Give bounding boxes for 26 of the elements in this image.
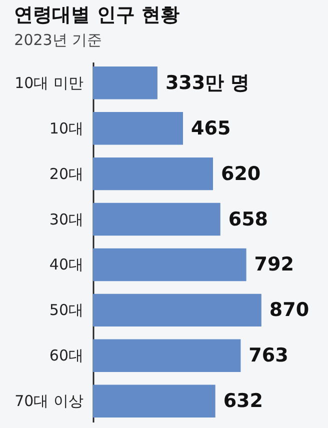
bar — [93, 339, 241, 372]
bar — [93, 384, 216, 418]
y-tick-label: 40대 — [49, 256, 84, 274]
data-label: 792 — [254, 254, 294, 276]
bar — [93, 66, 158, 100]
data-label: 763 — [248, 344, 288, 367]
data-label: 465 — [190, 117, 231, 140]
chart-title: 연령대별 인구 현황 — [14, 4, 180, 26]
bar — [93, 202, 220, 236]
y-tick-label: 70대 이상 — [14, 392, 84, 410]
bar — [93, 112, 183, 145]
data-label: 632 — [223, 390, 263, 412]
y-tick-label: 30대 — [49, 210, 84, 228]
data-label: 333만 명 — [165, 72, 250, 94]
y-tick-label: 10대 — [49, 119, 84, 138]
data-label: 620 — [220, 162, 261, 185]
y-tick-label: 60대 — [49, 346, 84, 365]
y-tick-label: 10대 미만 — [14, 74, 84, 92]
data-label: 658 — [228, 208, 268, 230]
data-label: 870 — [269, 299, 310, 322]
bar — [93, 248, 246, 282]
bar — [93, 157, 213, 190]
bar — [93, 294, 262, 327]
y-tick-label: 50대 — [49, 301, 84, 320]
y-tick-label: 20대 — [49, 164, 84, 183]
chart-subtitle: 2023년 기준 — [14, 31, 102, 49]
